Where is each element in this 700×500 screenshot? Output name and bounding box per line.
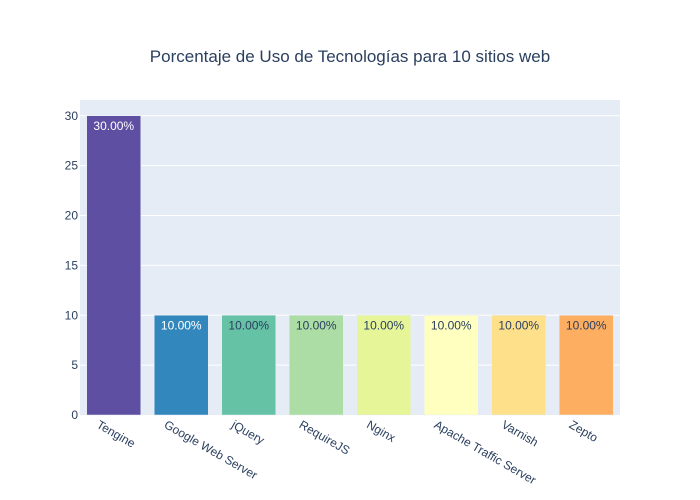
y-tick-label: 30 [65, 109, 79, 123]
bar [289, 315, 344, 416]
bar-data-label: 10.00% [161, 318, 202, 332]
bar [356, 315, 411, 416]
bar-data-label: 10.00% [431, 318, 472, 332]
y-tick-label: 15 [65, 258, 79, 272]
bars: 30.00% 10.00% 10.00% 10.00% 10.00% 10.00% 10.0… [86, 115, 614, 416]
bar-data-label: 10.00% [296, 318, 337, 332]
bar [86, 115, 141, 416]
bar-data-label: 10.00% [566, 318, 607, 332]
bar [559, 315, 614, 416]
bar [154, 315, 209, 416]
bar-data-label: 10.00% [363, 318, 404, 332]
y-tick-label: 10 [65, 308, 79, 322]
bar-data-label: 10.00% [228, 318, 269, 332]
chart-title: Porcentaje de Uso de Tecnologías para 10… [150, 47, 550, 66]
y-tick-label: 0 [71, 408, 78, 422]
y-tick-label: 20 [65, 209, 79, 223]
bar [424, 315, 479, 416]
bar-data-label: 10.00% [498, 318, 539, 332]
y-axis-ticks: 0 5 10 15 20 25 30 [65, 109, 79, 422]
y-tick-label: 25 [65, 159, 79, 173]
bar [221, 315, 276, 416]
bar [491, 315, 546, 416]
y-tick-label: 5 [71, 358, 78, 372]
bar-data-label: 30.00% [93, 119, 134, 133]
